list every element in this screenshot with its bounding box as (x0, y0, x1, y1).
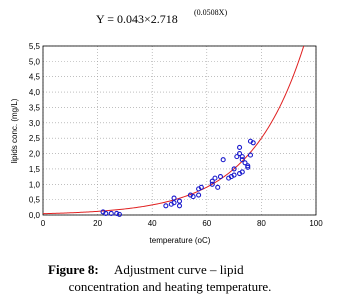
data-point (196, 192, 202, 198)
y-tick-label: 1,5 (29, 165, 41, 174)
y-tick-label: 4,5 (29, 73, 41, 82)
fit-curve (43, 46, 305, 215)
data-point (239, 157, 245, 163)
data-point (114, 210, 120, 217)
data-point (217, 174, 223, 180)
data-point (108, 210, 114, 217)
data-point (198, 184, 204, 190)
data-point (239, 154, 245, 160)
caption-line: concentration and heating temperature. (69, 279, 272, 294)
data-point (220, 157, 226, 163)
x-axis-label: temperature (oC) (150, 236, 211, 245)
x-tick-label: 100 (309, 219, 323, 228)
data-point (209, 181, 215, 187)
data-point (103, 210, 109, 217)
data-point (234, 154, 240, 160)
y-tick-label: 5,0 (29, 57, 41, 66)
data-point (245, 164, 251, 170)
data-point (171, 195, 177, 201)
y-axis-label: lipids conc. (mg/L) (10, 98, 19, 163)
data-point (247, 152, 254, 158)
data-point (215, 184, 221, 190)
caption-label: Figure 8: (48, 262, 99, 277)
x-tick-label: 60 (202, 219, 211, 228)
y-tick-label: 3,0 (29, 119, 41, 128)
data-point (239, 169, 245, 175)
x-tick-label: 80 (257, 219, 266, 228)
x-tick-label: 20 (93, 219, 102, 228)
data-point (116, 211, 122, 217)
y-tick-label: 5,5 (29, 42, 41, 51)
data-point (242, 160, 248, 166)
y-tick-label: 2,5 (29, 134, 41, 143)
chart-title-superscript: (0.0508X) (194, 8, 227, 17)
chart-title: Y = 0.043×2.718 (96, 12, 178, 26)
data-point (237, 150, 243, 157)
y-tick-label: 3,5 (29, 103, 41, 112)
y-tick-label: 2,0 (29, 150, 41, 159)
data-point (212, 175, 218, 181)
data-point (176, 203, 183, 209)
y-tick-label: 1,0 (29, 180, 41, 189)
data-point (231, 166, 237, 172)
data-point (237, 144, 243, 150)
caption-line: Adjustment curve – lipid (114, 262, 244, 277)
x-tick-label: 40 (148, 219, 157, 228)
data-point (231, 172, 237, 178)
data-point (171, 200, 177, 206)
data-point (209, 178, 215, 184)
y-tick-label: 4,0 (29, 88, 41, 97)
data-point (163, 203, 169, 209)
data-point (176, 198, 183, 204)
data-point (250, 140, 256, 146)
plot-frame (42, 45, 317, 216)
y-tick-label: 0,0 (29, 211, 41, 220)
x-tick-label: 0 (41, 219, 46, 228)
y-tick-label: 0,5 (29, 196, 41, 205)
data-point (190, 194, 196, 200)
